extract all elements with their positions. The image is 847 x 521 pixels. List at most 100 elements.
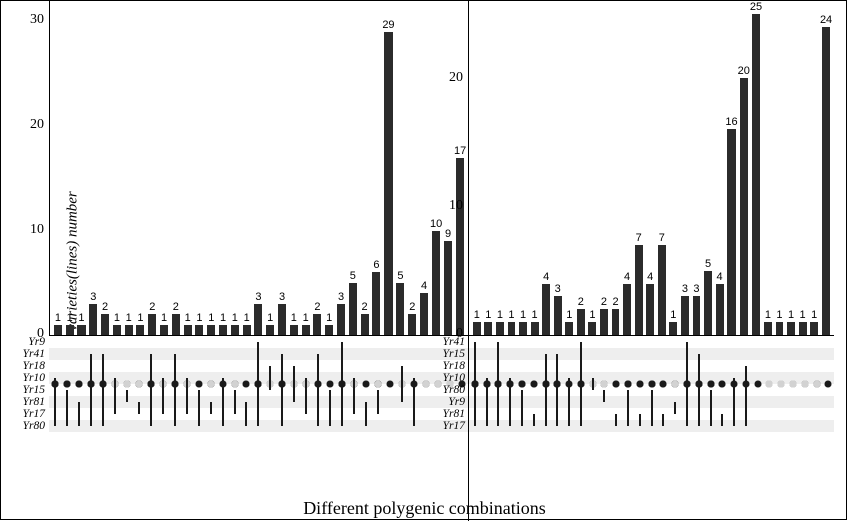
matrix-column-0[interactable] (49, 336, 61, 432)
bar-34[interactable] (456, 158, 464, 335)
bar-column-34[interactable]: 17 (454, 1, 466, 335)
bar-13[interactable] (207, 325, 215, 335)
bar-column-27[interactable]: 6 (371, 1, 383, 335)
bar-column-11[interactable]: 1 (182, 1, 194, 335)
bar-19[interactable] (278, 304, 286, 335)
bar-19[interactable] (693, 296, 701, 335)
matrix-column-9[interactable] (157, 336, 169, 432)
dot-28-Yr80[interactable] (387, 381, 394, 388)
matrix-column-1[interactable] (61, 336, 73, 432)
matrix-column-6[interactable] (121, 336, 133, 432)
bar-27[interactable] (372, 272, 380, 335)
dot-12-Yr17[interactable] (613, 381, 620, 388)
bar-30[interactable] (408, 314, 416, 335)
bar-25[interactable] (349, 283, 357, 335)
bar-column-9[interactable]: 2 (575, 1, 587, 335)
bar-30[interactable] (822, 27, 830, 335)
bar-column-32[interactable]: 10 (430, 1, 442, 335)
matrix-column-29[interactable] (396, 336, 408, 432)
bar-column-15[interactable]: 4 (644, 1, 656, 335)
bar-17[interactable] (669, 322, 677, 335)
matrix-column-21[interactable] (716, 336, 728, 432)
matrix-column-20[interactable] (705, 336, 717, 432)
bar-column-19[interactable]: 3 (691, 1, 703, 335)
matrix-column-30[interactable] (822, 336, 834, 432)
matrix-column-0[interactable] (469, 336, 481, 432)
bar-1[interactable] (484, 322, 492, 335)
bar-column-33[interactable]: 9 (442, 1, 454, 335)
dot-1-Yr80[interactable] (63, 381, 70, 388)
dot-12-Yr80[interactable] (195, 381, 202, 388)
bar-column-3[interactable]: 1 (506, 1, 518, 335)
bar-0[interactable] (54, 325, 62, 335)
bar-21[interactable] (302, 325, 310, 335)
bar-20[interactable] (290, 325, 298, 335)
bar-column-17[interactable]: 3 (253, 1, 265, 335)
bar-column-12[interactable]: 2 (610, 1, 622, 335)
bar-16[interactable] (658, 245, 666, 335)
matrix-column-26[interactable] (360, 336, 372, 432)
bar-column-20[interactable]: 5 (702, 1, 714, 335)
bar-1[interactable] (66, 325, 74, 335)
matrix-column-10[interactable] (169, 336, 181, 432)
bar-26[interactable] (361, 314, 369, 335)
matrix-column-25[interactable] (348, 336, 360, 432)
dot-26-Yr17[interactable] (778, 381, 785, 388)
bar-16[interactable] (243, 325, 251, 335)
bar-28[interactable] (799, 322, 807, 335)
dot-16-Yr17[interactable] (660, 381, 667, 388)
bar-column-14[interactable]: 1 (217, 1, 229, 335)
dot-29-Yr17[interactable] (813, 381, 820, 388)
bar-15[interactable] (646, 284, 654, 335)
matrix-column-15[interactable] (646, 336, 658, 432)
bar-column-6[interactable]: 1 (123, 1, 135, 335)
matrix-column-8[interactable] (145, 336, 157, 432)
matrix-column-25[interactable] (764, 336, 776, 432)
dot-13-Yr17[interactable] (625, 381, 632, 388)
bar-8[interactable] (565, 322, 573, 335)
bar-column-12[interactable]: 1 (194, 1, 206, 335)
bar-6[interactable] (125, 325, 133, 335)
bar-column-29[interactable]: 5 (395, 1, 407, 335)
matrix-column-11[interactable] (181, 336, 193, 432)
bar-column-30[interactable]: 24 (820, 1, 832, 335)
bar-28[interactable] (384, 32, 392, 335)
dot-11-Yr17[interactable] (601, 381, 608, 388)
bar-column-21[interactable]: 4 (714, 1, 726, 335)
bar-6[interactable] (542, 284, 550, 335)
dot-2-Yr80[interactable] (75, 381, 82, 388)
matrix-column-16[interactable] (658, 336, 670, 432)
bar-33[interactable] (444, 241, 452, 335)
bar-27[interactable] (787, 322, 795, 335)
bar-4[interactable] (519, 322, 527, 335)
bar-14[interactable] (635, 245, 643, 335)
matrix-column-30[interactable] (408, 336, 420, 432)
dot-26-Yr80[interactable] (363, 381, 370, 388)
bar-29[interactable] (396, 283, 404, 335)
dot-30-Yr17[interactable] (825, 381, 832, 388)
matrix-column-26[interactable] (775, 336, 787, 432)
bar-11[interactable] (600, 309, 608, 335)
bar-32[interactable] (432, 231, 440, 335)
bar-18[interactable] (681, 296, 689, 335)
matrix-column-1[interactable] (481, 336, 493, 432)
matrix-column-19[interactable] (693, 336, 705, 432)
bar-24[interactable] (752, 14, 760, 335)
bar-column-24[interactable]: 3 (335, 1, 347, 335)
bar-column-13[interactable]: 1 (205, 1, 217, 335)
bar-11[interactable] (184, 325, 192, 335)
dot-25-Yr17[interactable] (766, 381, 773, 388)
bar-column-18[interactable]: 1 (264, 1, 276, 335)
bar-3[interactable] (89, 304, 97, 335)
dot-13-Yr80[interactable] (207, 381, 214, 388)
bar-4[interactable] (101, 314, 109, 335)
matrix-column-17[interactable] (669, 336, 681, 432)
bar-9[interactable] (577, 309, 585, 335)
dot-15-Yr80[interactable] (231, 381, 238, 388)
dot-15-Yr17[interactable] (648, 381, 655, 388)
bar-22[interactable] (727, 129, 735, 335)
bar-column-20[interactable]: 1 (288, 1, 300, 335)
bar-column-14[interactable]: 7 (633, 1, 645, 335)
matrix-column-4[interactable] (97, 336, 109, 432)
matrix-column-28[interactable] (384, 336, 396, 432)
